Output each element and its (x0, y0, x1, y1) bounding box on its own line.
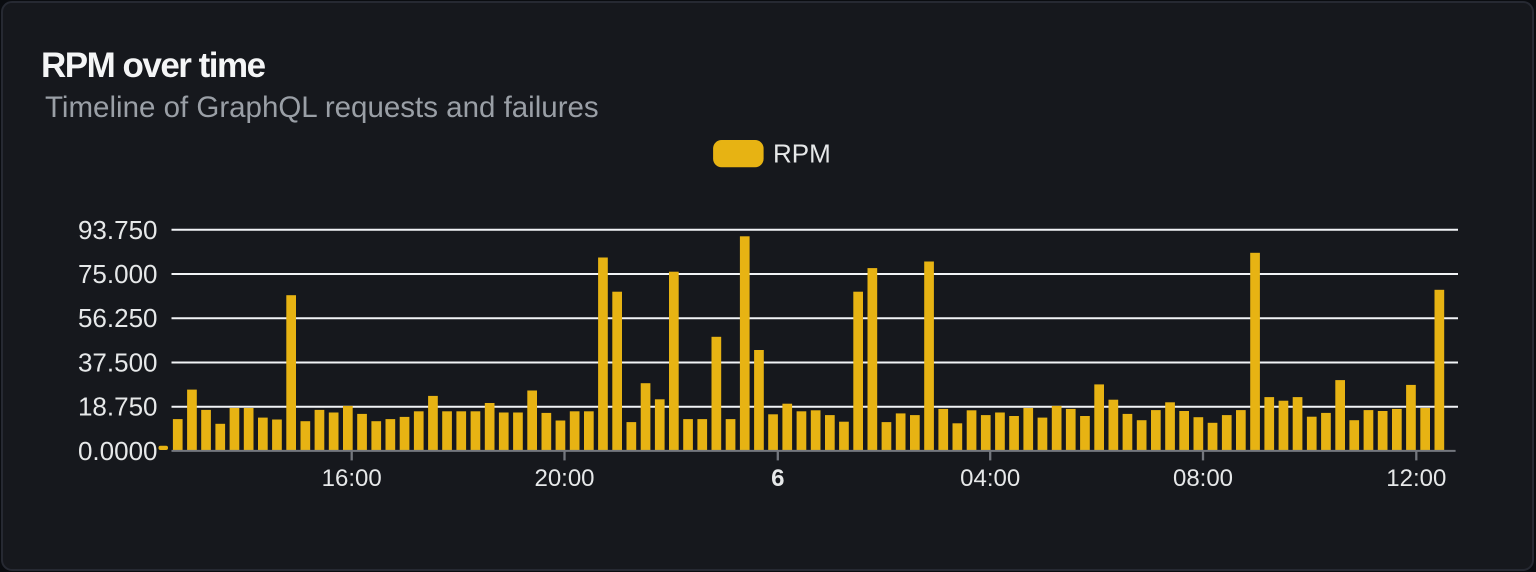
svg-text:20:00: 20:00 (534, 465, 594, 492)
svg-text:16:00: 16:00 (322, 465, 382, 492)
svg-text:08:00: 08:00 (1173, 465, 1233, 492)
svg-text:93.750: 93.750 (78, 215, 158, 245)
svg-text:37.500: 37.500 (78, 348, 158, 378)
svg-text:18.750: 18.750 (78, 392, 158, 422)
svg-text:56.250: 56.250 (78, 303, 158, 333)
svg-text:04:00: 04:00 (960, 465, 1020, 492)
svg-text:75.000: 75.000 (78, 259, 158, 289)
svg-text:12:00: 12:00 (1386, 465, 1446, 492)
svg-text:0.0000: 0.0000 (78, 436, 158, 466)
svg-text:RPM: RPM (773, 138, 831, 168)
svg-text:6: 6 (771, 465, 784, 492)
